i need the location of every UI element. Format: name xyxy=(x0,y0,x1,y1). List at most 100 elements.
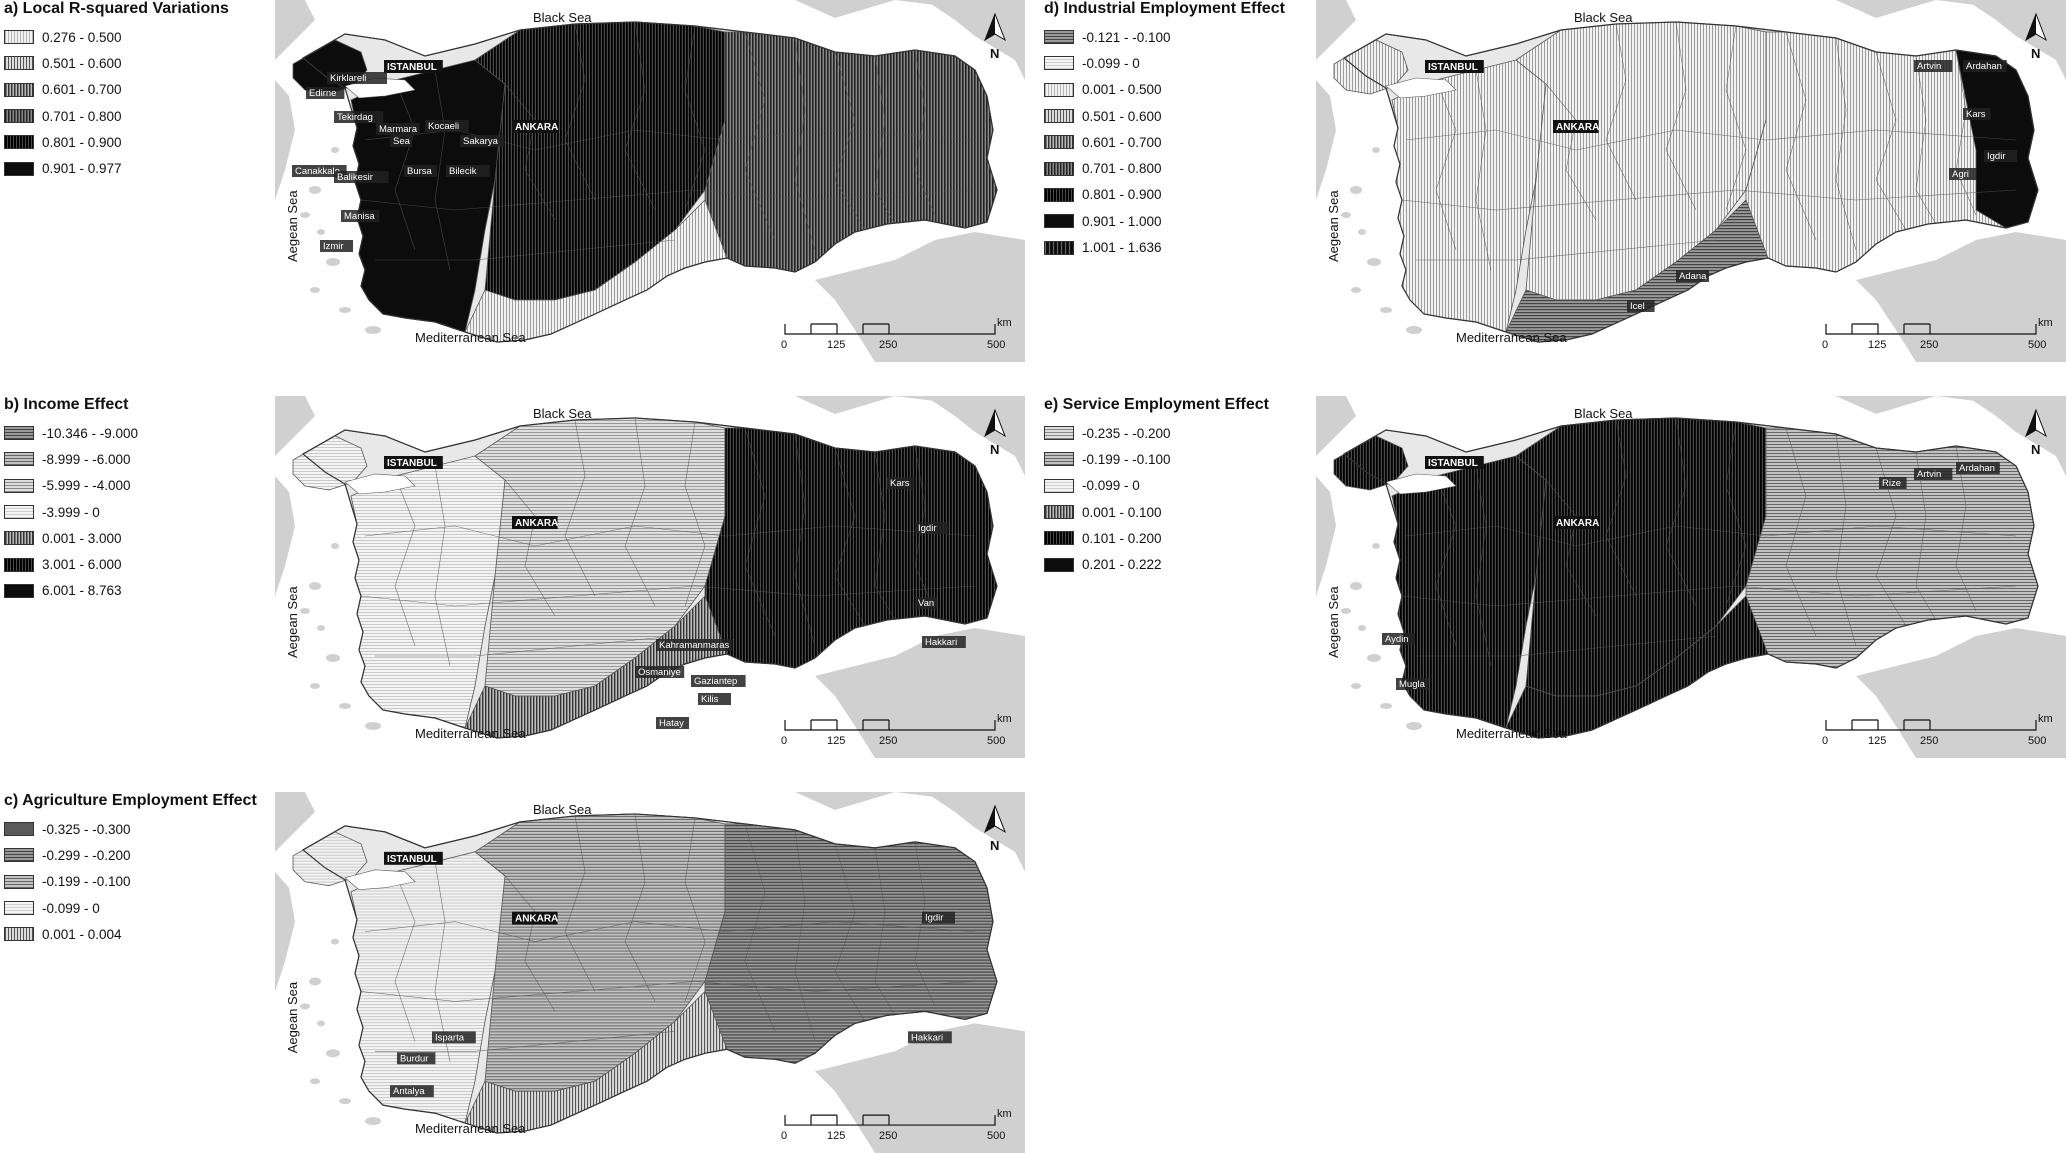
svg-text:ISTANBUL: ISTANBUL xyxy=(1428,458,1478,469)
svg-text:Bilecik: Bilecik xyxy=(449,166,477,177)
legend-a: a) Local R-squared Variations 0.276 - 0.… xyxy=(4,0,274,182)
scale-tick-label: 250 xyxy=(879,1130,897,1142)
svg-text:Kars: Kars xyxy=(1966,109,1986,120)
city-label: Igdir xyxy=(1984,150,2017,162)
city-label: Aydin xyxy=(1382,633,1415,645)
legend-swatch xyxy=(4,56,34,71)
legend-item: 6.001 - 8.763 xyxy=(4,578,274,604)
legend-item: -10.346 - -9.000 xyxy=(4,420,274,446)
legend-swatch xyxy=(4,135,34,150)
legend-swatch xyxy=(1044,240,1074,255)
ankara-label: ANKARA xyxy=(1553,516,1599,529)
svg-text:Kilis: Kilis xyxy=(701,694,719,705)
city-label: Tekirdag xyxy=(334,111,384,123)
legend-d: d) Industrial Employment Effect -0.121 -… xyxy=(1044,0,1314,261)
city-label: Kilis xyxy=(698,693,731,705)
black-sea-label: Black Sea xyxy=(1574,406,1633,421)
city-label: Ardahan xyxy=(1963,60,2007,72)
legend-swatch xyxy=(1044,109,1074,124)
legend-swatch xyxy=(4,901,34,916)
svg-text:Kocaeli: Kocaeli xyxy=(428,121,459,132)
legend-item: 0.601 - 0.700 xyxy=(1044,129,1314,155)
city-label: Hakkari xyxy=(908,1031,952,1043)
city-label: Izmir xyxy=(320,240,353,252)
legend-swatch xyxy=(4,874,34,889)
legend-label: -0.099 - 0 xyxy=(42,900,100,916)
mediterranean-sea-label: Mediterranean Sea xyxy=(415,726,526,741)
svg-text:Kars: Kars xyxy=(890,478,910,489)
city-label: Canakkale xyxy=(292,165,347,177)
legend-label: 0.001 - 0.500 xyxy=(1082,82,1162,98)
svg-text:ANKARA: ANKARA xyxy=(1556,122,1599,133)
scale-tick-label: 125 xyxy=(827,735,845,747)
north-arrow-icon: N xyxy=(2025,12,2047,61)
legend-item: 0.276 - 0.500 xyxy=(4,24,274,50)
scale-bar: 0 125 250 500 km xyxy=(781,317,1012,351)
map-a: Black Sea Mediterranean Sea Aegean Sea ISTA… xyxy=(275,0,1025,362)
legend-label: 0.001 - 0.004 xyxy=(42,926,122,942)
svg-text:Rize: Rize xyxy=(1882,478,1901,489)
scale-tick-label: 500 xyxy=(2028,339,2046,351)
legend-label: 0.201 - 0.222 xyxy=(1082,557,1162,573)
city-label: Marmara xyxy=(376,123,420,135)
scale-tick-label: 125 xyxy=(827,1130,845,1142)
city-label: Sakarya xyxy=(460,135,504,147)
legend-item: 0.001 - 0.500 xyxy=(1044,77,1314,103)
legend-item: -0.299 - -0.200 xyxy=(4,842,274,868)
legend-label: -0.199 - -0.100 xyxy=(42,874,131,890)
legend-items-d: -0.121 - -0.100 -0.099 - 0 0.001 - 0.500 0.… xyxy=(1044,24,1314,261)
svg-text:Burdur: Burdur xyxy=(400,1053,428,1064)
legend-swatch xyxy=(1044,135,1074,150)
aegean-sea-label: Aegean Sea xyxy=(285,190,300,262)
ankara-label: ANKARA xyxy=(1553,120,1599,133)
legend-item: 0.601 - 0.700 xyxy=(4,77,274,103)
svg-text:ANKARA: ANKARA xyxy=(1556,518,1599,529)
legend-label: 0.901 - 0.977 xyxy=(42,161,122,177)
map-svg-c: Black Sea Mediterranean Sea Aegean Sea ISTA… xyxy=(275,792,1025,1153)
black-sea-label: Black Sea xyxy=(1574,10,1633,25)
scale-tick-label: 0 xyxy=(781,735,787,747)
legend-item: -0.235 - -0.200 xyxy=(1044,420,1314,446)
legend-swatch xyxy=(4,82,34,97)
aegean-sea-label: Aegean Sea xyxy=(285,981,300,1053)
scale-tick-label: 500 xyxy=(987,1130,1005,1142)
city-label: Balikesir xyxy=(334,171,389,183)
svg-text:Hatay: Hatay xyxy=(659,718,684,729)
mediterranean-sea-label: Mediterranean Sea xyxy=(1456,330,1567,345)
scale-tick-label: 500 xyxy=(987,735,1005,747)
legend-label: 3.001 - 6.000 xyxy=(42,557,122,573)
svg-text:Kirklareli: Kirklareli xyxy=(330,73,366,84)
legend-label: 0.276 - 0.500 xyxy=(42,29,122,45)
legend-label: -0.099 - 0 xyxy=(1082,55,1140,71)
scale-bar: 0 125 250 500 km xyxy=(1822,317,2053,351)
legend-item: -0.121 - -0.100 xyxy=(1044,24,1314,50)
legend-item: -0.099 - 0 xyxy=(1044,50,1314,76)
istanbul-label: ISTANBUL xyxy=(384,60,443,73)
legend-swatch xyxy=(1044,161,1074,176)
ankara-label: ANKARA xyxy=(512,120,558,133)
legend-label: 0.101 - 0.200 xyxy=(1082,530,1162,546)
scale-tick-label: 250 xyxy=(1920,339,1938,351)
legend-swatch xyxy=(1044,82,1074,97)
legend-label: 0.801 - 0.900 xyxy=(1082,187,1162,203)
ankara-label: ANKARA xyxy=(512,911,558,925)
svg-text:Sakarya: Sakarya xyxy=(463,136,499,147)
legend-swatch xyxy=(4,478,34,493)
scale-tick-label: 0 xyxy=(1822,735,1828,747)
city-label: Kars xyxy=(1963,108,1991,120)
city-label: Osmaniye xyxy=(635,666,685,678)
svg-text:Canakkale: Canakkale xyxy=(295,166,340,177)
legend-label: 0.901 - 1.000 xyxy=(1082,213,1162,229)
svg-text:km: km xyxy=(997,317,1012,329)
svg-text:Ardahan: Ardahan xyxy=(1966,61,2002,72)
map-svg-e: Black Sea Mediterranean Sea Aegean Sea ISTA… xyxy=(1316,396,2066,758)
svg-text:N: N xyxy=(990,838,999,853)
legend-label: 0.801 - 0.900 xyxy=(42,134,122,150)
city-label: Agri xyxy=(1949,168,1977,180)
black-sea-label: Black Sea xyxy=(533,406,592,421)
istanbul-label: ISTANBUL xyxy=(1425,456,1484,469)
svg-text:Artvin: Artvin xyxy=(1917,469,1941,480)
legend-label: -10.346 - -9.000 xyxy=(42,425,139,441)
legend-item: 0.801 - 0.900 xyxy=(1044,182,1314,208)
svg-text:Isparta: Isparta xyxy=(435,1032,465,1043)
